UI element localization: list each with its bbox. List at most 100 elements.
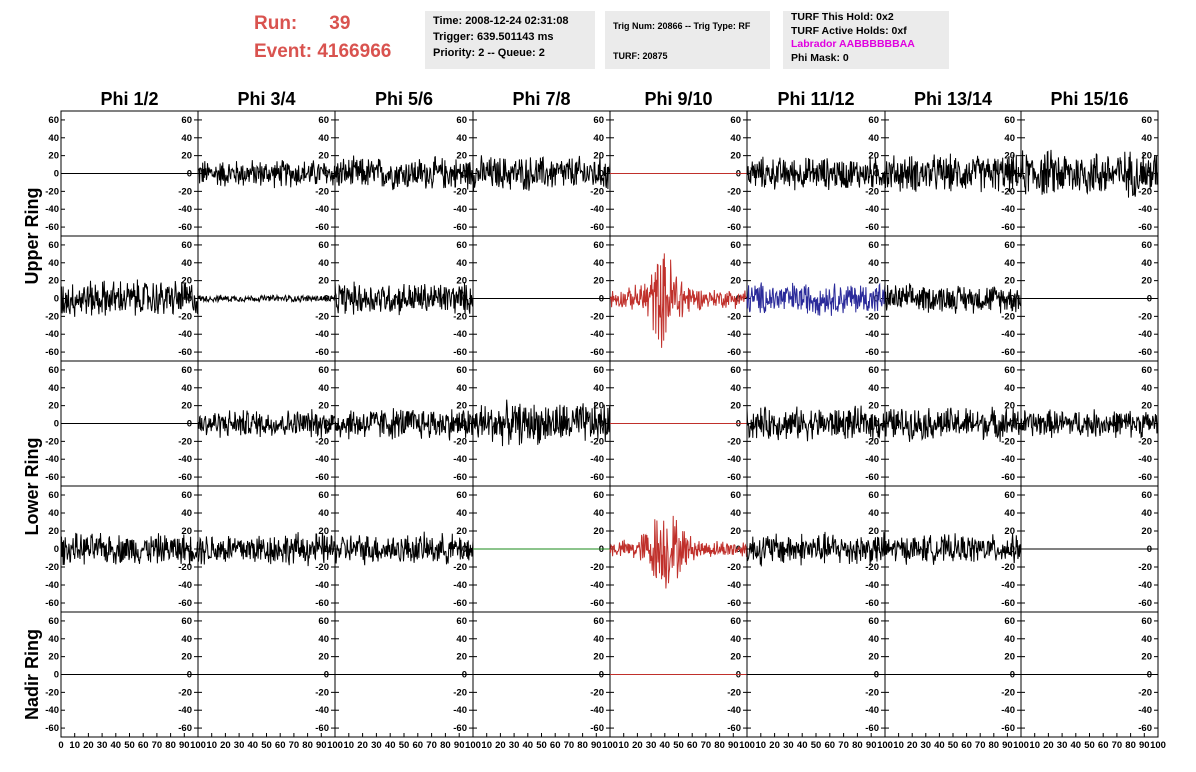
- y-tick-label: 60: [730, 240, 741, 251]
- x-tick-label: 100: [465, 740, 481, 751]
- y-tick-label: -60: [178, 598, 192, 609]
- waveform-trace: [60, 532, 199, 566]
- y-tick-label: 60: [318, 616, 329, 627]
- x-tick-label: 60: [1098, 740, 1109, 751]
- y-tick-label: -60: [453, 347, 467, 358]
- y-tick-label: -60: [865, 723, 879, 734]
- waveform-trace: [1020, 149, 1159, 198]
- waveform-trace: [197, 532, 336, 567]
- y-tick-label: 60: [1004, 115, 1015, 126]
- y-tick-label: -20: [178, 186, 192, 197]
- y-tick-label: -60: [178, 222, 192, 233]
- y-tick-label: 20: [1004, 526, 1015, 537]
- y-tick-label: 40: [456, 258, 467, 269]
- y-tick-label: -20: [1138, 311, 1152, 322]
- y-tick-label: 20: [456, 401, 467, 412]
- y-tick-label: 60: [1004, 616, 1015, 627]
- x-tick-label: 20: [632, 740, 643, 751]
- y-tick-label: 60: [1141, 365, 1152, 376]
- x-tick-label: 70: [1112, 740, 1123, 751]
- y-tick-label: -60: [178, 347, 192, 358]
- y-tick-label: -20: [1001, 687, 1015, 698]
- waveform-trace: [60, 279, 199, 317]
- trigger-text: Trigger: 639.501143 ms: [433, 31, 554, 43]
- column-header: Phi 11/12: [777, 89, 854, 109]
- y-tick-label: 40: [456, 383, 467, 394]
- y-tick-label: 20: [868, 652, 879, 663]
- column-header: Phi 15/16: [1050, 89, 1128, 109]
- x-tick-label: 10: [69, 740, 80, 751]
- y-tick-label: -60: [727, 723, 741, 734]
- x-tick-label: 60: [138, 740, 149, 751]
- y-tick-label: 60: [730, 365, 741, 376]
- y-tick-label: -20: [865, 311, 879, 322]
- y-tick-label: 40: [1004, 383, 1015, 394]
- y-tick-label: -20: [1001, 436, 1015, 447]
- y-tick-label: -20: [178, 436, 192, 447]
- y-tick-label: -20: [178, 687, 192, 698]
- y-tick-label: 20: [181, 151, 192, 162]
- y-tick-label: 40: [181, 508, 192, 519]
- y-tick-label: -40: [1138, 454, 1152, 465]
- y-tick-label: 0: [54, 294, 59, 305]
- y-tick-label: 40: [456, 634, 467, 645]
- waveform-trace: [746, 282, 886, 316]
- x-tick-label: 30: [921, 740, 932, 751]
- waveform-trace: [746, 405, 886, 442]
- y-tick-label: 60: [593, 616, 604, 627]
- y-tick-label: 40: [181, 258, 192, 269]
- y-tick-label: -40: [727, 454, 741, 465]
- y-tick-label: -20: [727, 186, 741, 197]
- y-tick-label: 20: [1141, 151, 1152, 162]
- x-tick-label: 90: [866, 740, 877, 751]
- y-tick-label: 60: [593, 490, 604, 501]
- y-tick-label: 20: [730, 652, 741, 663]
- y-tick-label: -20: [45, 311, 59, 322]
- y-tick-label: 20: [1141, 401, 1152, 412]
- y-tick-label: 0: [187, 544, 192, 555]
- y-tick-label: 60: [868, 240, 879, 251]
- x-tick-label: 40: [248, 740, 259, 751]
- y-tick-label: -40: [178, 329, 192, 340]
- y-tick-label: -20: [315, 687, 329, 698]
- y-tick-label: 60: [318, 365, 329, 376]
- y-tick-label: -60: [315, 598, 329, 609]
- y-tick-label: -40: [315, 705, 329, 716]
- trig-num-text: Trig Num: 20866 -- Trig Type: RF: [613, 21, 751, 31]
- y-tick-label: -20: [590, 562, 604, 573]
- y-tick-label: 40: [181, 383, 192, 394]
- y-tick-label: 60: [48, 365, 59, 376]
- y-tick-label: -60: [178, 472, 192, 483]
- y-tick-label: -60: [315, 222, 329, 233]
- y-tick-label: -20: [315, 311, 329, 322]
- y-tick-label: -60: [727, 472, 741, 483]
- y-tick-label: 20: [48, 151, 59, 162]
- x-tick-label: 60: [550, 740, 561, 751]
- y-tick-label: -20: [1138, 562, 1152, 573]
- y-tick-label: -40: [453, 580, 467, 591]
- y-tick-label: 40: [48, 634, 59, 645]
- y-tick-label: 40: [456, 133, 467, 144]
- y-tick-label: -40: [45, 580, 59, 591]
- x-tick-label: 100: [739, 740, 755, 751]
- event-line: Event: 4166966: [254, 38, 424, 66]
- x-tick-label: 20: [769, 740, 780, 751]
- y-tick-label: 20: [48, 401, 59, 412]
- y-tick-label: 40: [48, 258, 59, 269]
- y-tick-label: 60: [1141, 616, 1152, 627]
- x-tick-label: 50: [948, 740, 959, 751]
- x-tick-label: 10: [206, 740, 217, 751]
- y-tick-label: 40: [1141, 383, 1152, 394]
- waveform-trace: [472, 155, 611, 192]
